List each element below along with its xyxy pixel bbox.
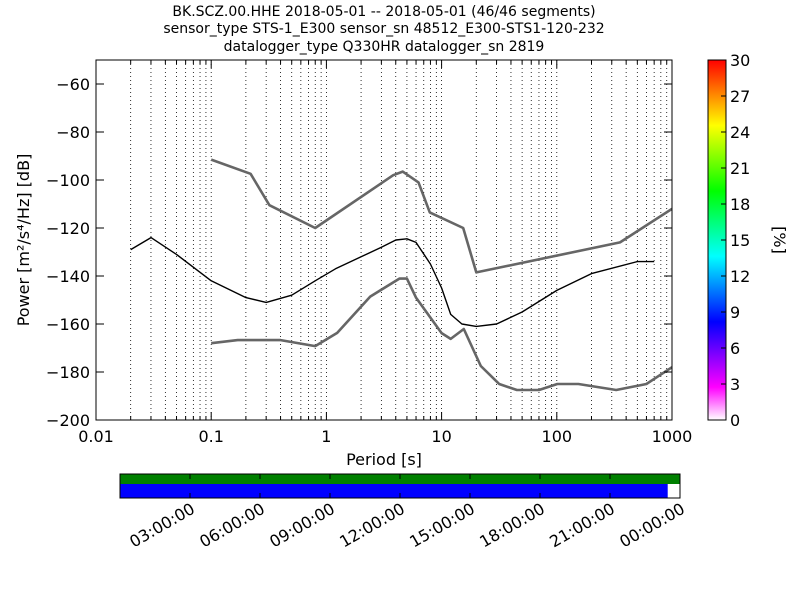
colorbar-tick-label: 30 <box>730 51 750 70</box>
noise-model-high-line <box>210 158 672 274</box>
y-tick-label: −180 <box>46 363 90 382</box>
colorbar-tick-label: 21 <box>730 159 750 178</box>
chart-title-line-2: sensor_type STS-1_E300 sensor_sn 48512_E… <box>163 21 604 37</box>
y-tick-label: −60 <box>56 75 90 94</box>
x-tick-label: 0.1 <box>198 427 223 446</box>
x-tick-label: 0.01 <box>78 427 114 446</box>
y-tick-label: −200 <box>46 411 90 430</box>
colorbar: 0 3 6 9 12 15 18 21 24 27 30 [%] <box>707 51 789 430</box>
x-tick-label: 100 <box>542 427 573 446</box>
chart-title-line-1: BK.SCZ.00.HHE 2018-05-01 -- 2018-05-01 (… <box>172 4 595 20</box>
time-tick-label: 06:00:00 <box>196 499 268 551</box>
plot-area: 0.01 0.1 1 10 100 1000 −200 −180 −160 −140 −120 −1… <box>46 59 692 446</box>
x-tick-label: 10 <box>431 427 451 446</box>
colorbar-tick-label: 12 <box>730 267 750 286</box>
colorbar-tick-label: 15 <box>730 231 750 250</box>
data-availability-panel: 03:00:0006:00:0009:00:0012:00:0015:00:00… <box>119 473 688 551</box>
mode-line <box>130 236 655 328</box>
noise-model-low-line <box>211 277 672 392</box>
time-tick-label: 15:00:00 <box>406 499 478 551</box>
grid-lines <box>130 60 668 420</box>
colorbar-tick-label: 24 <box>730 123 750 142</box>
x-axis: 0.01 0.1 1 10 100 1000 <box>78 60 692 446</box>
plot-frame <box>95 59 673 421</box>
y-tick-label: −160 <box>46 315 90 334</box>
time-tick-label: 03:00:00 <box>126 499 198 551</box>
chart-title-line-3: datalogger_type Q330HR datalogger_sn 281… <box>224 39 545 55</box>
time-tick-label: 21:00:00 <box>546 499 618 551</box>
plot-background <box>96 60 672 420</box>
time-tick-label: 12:00:00 <box>336 499 408 551</box>
y-axis-label: Power [m²/s⁴/Hz] [dB] <box>14 154 33 327</box>
time-tick-label: 00:00:00 <box>616 499 688 551</box>
availability-blue-bar <box>120 484 668 498</box>
colorbar-tick-label: 18 <box>730 195 750 214</box>
x-tick-label: 1000 <box>652 427 693 446</box>
colorbar-tick-label: 27 <box>730 87 750 106</box>
colorbar-tick-label: 6 <box>730 339 740 358</box>
colorbar-ticks: 0 3 6 9 12 15 18 21 24 27 30 <box>721 51 750 430</box>
y-tick-label: −100 <box>46 171 90 190</box>
y-tick-label: −120 <box>46 219 90 238</box>
y-axis: −200 −180 −160 −140 −120 −100 −80 −60 <box>46 75 672 430</box>
x-tick-label: 1 <box>321 427 331 446</box>
x-axis-label: Period [s] <box>346 450 422 469</box>
colorbar-tick-label: 0 <box>730 411 740 430</box>
colorbar-tick-label: 9 <box>730 303 740 322</box>
colorbar-tick-label: 3 <box>730 375 740 394</box>
y-tick-label: −80 <box>56 123 90 142</box>
time-tick-label: 18:00:00 <box>476 499 548 551</box>
noise-models <box>210 158 672 392</box>
colorbar-label: [%] <box>770 226 789 254</box>
time-tick-label: 09:00:00 <box>266 499 338 551</box>
mode-curve <box>130 236 655 328</box>
y-tick-label: −140 <box>46 267 90 286</box>
